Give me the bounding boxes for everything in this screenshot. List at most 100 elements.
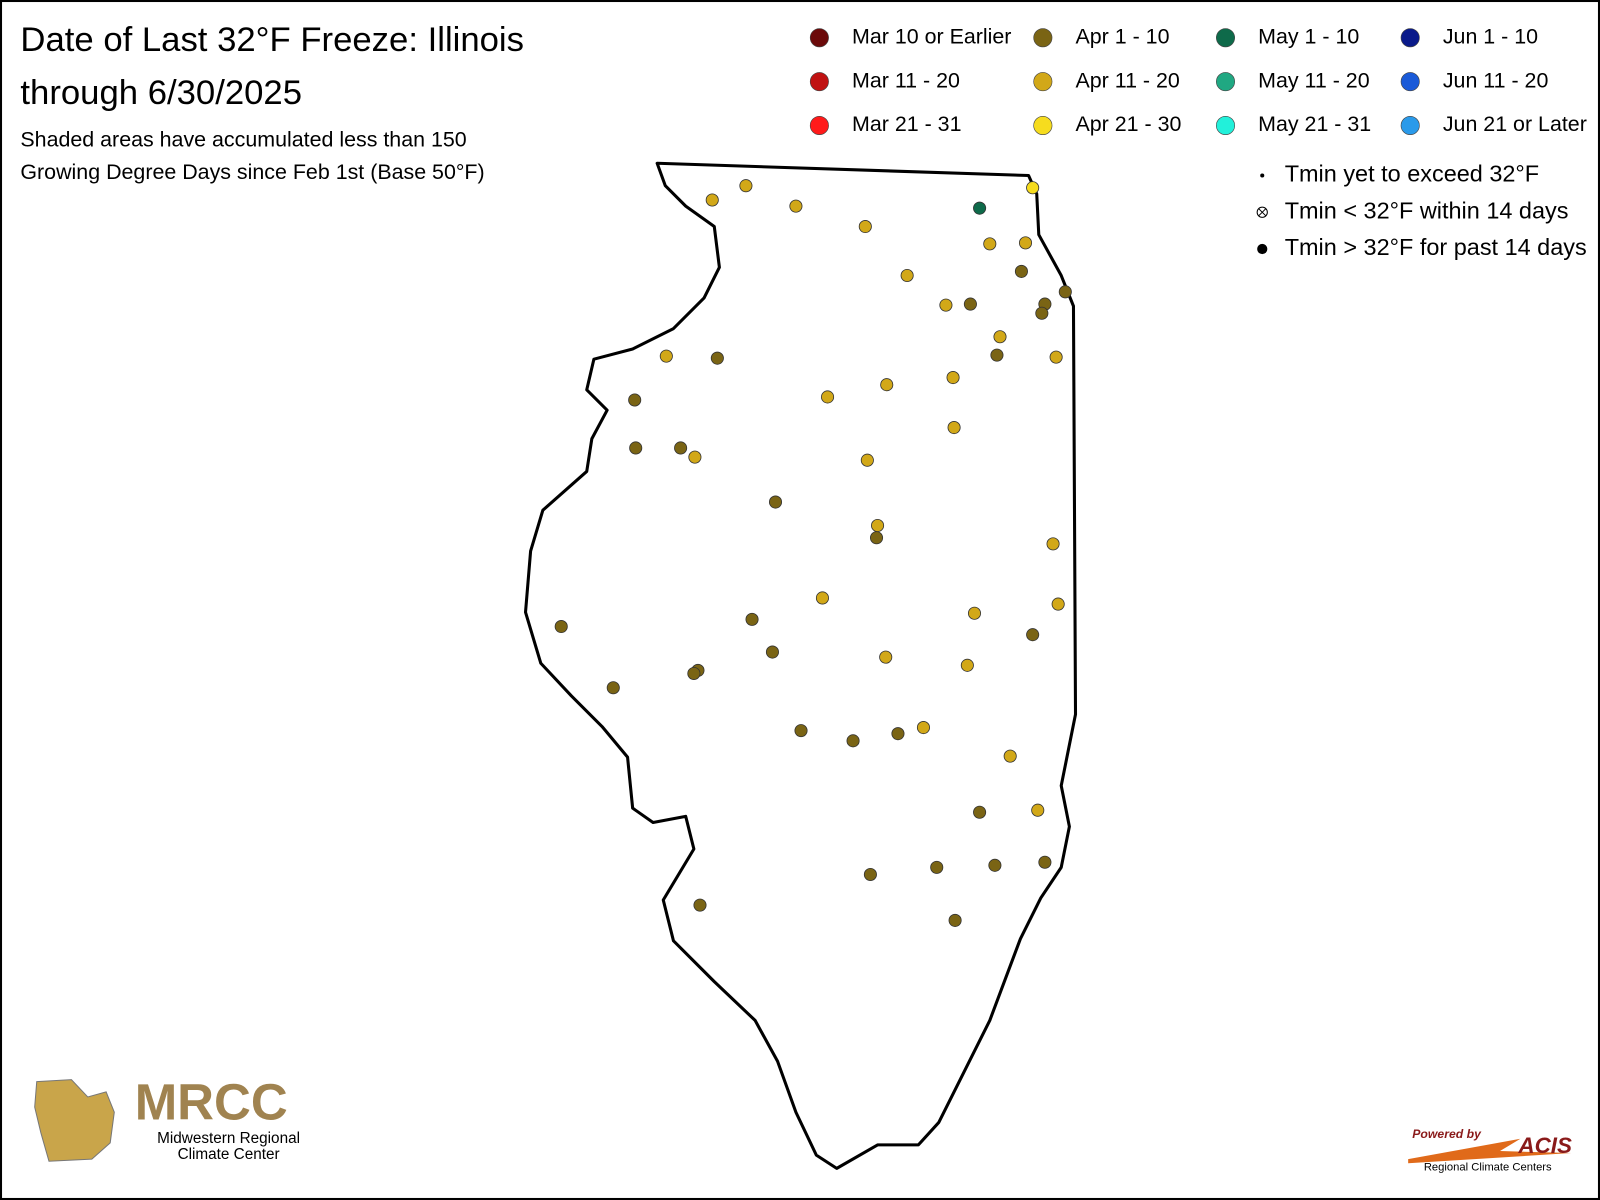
legend-label: Jun 11 - 20 — [1443, 68, 1549, 92]
symbol-label: Tmin < 32°F within 14 days — [1285, 197, 1569, 223]
station-dot — [900, 268, 914, 283]
station-dot — [1031, 803, 1045, 817]
mrcc-logo: MRCC Midwestern Regional Climate Center — [34, 1074, 300, 1163]
legend-label: Mar 21 - 31 — [852, 112, 961, 136]
station-dot — [1018, 236, 1033, 250]
station-dot — [930, 860, 944, 874]
logo-text: Midwestern Regional — [157, 1130, 300, 1147]
station-dot — [863, 867, 877, 882]
legend-swatch — [809, 116, 829, 135]
station-dot — [948, 913, 962, 927]
station-dot — [1026, 181, 1040, 195]
logo-text: ACIS — [1517, 1133, 1572, 1158]
station-dot — [939, 298, 953, 312]
legend-label: Apr 11 - 20 — [1076, 68, 1180, 92]
legend-swatch — [1216, 116, 1235, 135]
legend-swatch — [1216, 72, 1235, 92]
station-dot — [973, 201, 987, 215]
legend-label: May 21 - 31 — [1258, 112, 1371, 136]
note: Growing Degree Days since Feb 1st (Base … — [20, 160, 484, 184]
station-dot — [1038, 855, 1052, 869]
station-dot — [739, 179, 753, 193]
legend-swatch — [1033, 116, 1053, 135]
station-dot — [993, 330, 1007, 344]
station-dot — [687, 666, 701, 680]
station-dot — [1026, 628, 1040, 642]
title: Date of Last 32°F Freeze: Illinois — [20, 21, 524, 59]
station-dot — [880, 378, 894, 392]
station-dot — [967, 606, 982, 620]
station-dot — [1046, 537, 1060, 551]
legend-label: Jun 1 - 10 — [1443, 24, 1538, 48]
station-dot — [891, 727, 905, 741]
station-dot — [693, 898, 707, 912]
station-dot — [765, 645, 779, 659]
station-dot — [990, 348, 1004, 362]
station-dot — [674, 441, 688, 455]
symbol — [1257, 243, 1268, 255]
acis-logo: Powered by ACIS Regional Climate Centers — [1408, 1127, 1572, 1173]
symbol-label: Tmin yet to exceed 32°F — [1285, 161, 1539, 187]
subtitle: through 6/30/2025 — [20, 74, 302, 112]
station-dot — [870, 531, 884, 545]
station-dot — [628, 393, 642, 407]
station-dot — [1003, 749, 1017, 763]
legend-label: Jun 21 or Later — [1443, 112, 1587, 136]
station-dot — [988, 858, 1002, 872]
station-dot — [963, 297, 977, 311]
station-dot — [659, 349, 673, 363]
logo-text: Powered by — [1412, 1127, 1482, 1141]
legend-swatch — [809, 28, 829, 48]
station-dot — [1014, 264, 1028, 278]
logo-text: Climate Center — [178, 1146, 280, 1163]
station-dot — [973, 805, 987, 819]
legend-label: Apr 1 - 10 — [1076, 24, 1170, 48]
symbol-label: Tmin > 32°F for past 14 days — [1285, 234, 1587, 260]
legend-label: Mar 10 or Earlier — [852, 24, 1011, 48]
note: Shaded areas have accumulated less than … — [20, 127, 466, 151]
legend-label: Apr 21 - 30 — [1076, 112, 1182, 136]
station-dot — [821, 390, 835, 404]
station-dot — [688, 450, 702, 464]
station-dot — [1049, 350, 1063, 364]
station-dot — [768, 495, 783, 509]
station-dot — [1058, 285, 1072, 299]
legend-swatch — [1033, 72, 1053, 92]
symbol — [1258, 208, 1267, 217]
station-dot — [983, 237, 997, 251]
station-dot — [745, 612, 759, 626]
symbol — [1260, 173, 1265, 178]
station-dot — [879, 650, 893, 664]
station-dot — [789, 199, 803, 213]
logo-text: Regional Climate Centers — [1424, 1161, 1552, 1173]
logo-text: MRCC — [135, 1074, 288, 1131]
station-dot — [1035, 306, 1049, 320]
station-dot — [846, 734, 860, 748]
legend-swatch — [1400, 116, 1420, 135]
station-dot — [916, 721, 930, 735]
legend-swatch — [809, 72, 829, 92]
station-dot — [1051, 597, 1065, 611]
station-dot — [629, 441, 643, 455]
station-dot — [815, 591, 829, 605]
station-dot — [554, 620, 568, 634]
station-dot — [606, 681, 620, 695]
legend-label: Mar 11 - 20 — [852, 68, 960, 92]
station-dot — [960, 658, 974, 672]
station-dot — [858, 220, 872, 234]
station-dot — [946, 371, 960, 385]
station-dot — [871, 518, 885, 533]
station-dot — [710, 351, 724, 365]
legend-swatch — [1400, 72, 1420, 92]
legend-swatch — [1216, 28, 1235, 48]
legend-label: May 11 - 20 — [1258, 68, 1370, 92]
station-dot — [794, 724, 808, 738]
station-dot — [860, 453, 874, 467]
legend-swatch — [1033, 28, 1053, 48]
station-dot — [947, 421, 961, 435]
legend-swatch — [1400, 28, 1420, 48]
station-dot — [705, 193, 719, 207]
legend-label: May 1 - 10 — [1258, 24, 1359, 48]
state-outline — [523, 161, 1078, 1170]
